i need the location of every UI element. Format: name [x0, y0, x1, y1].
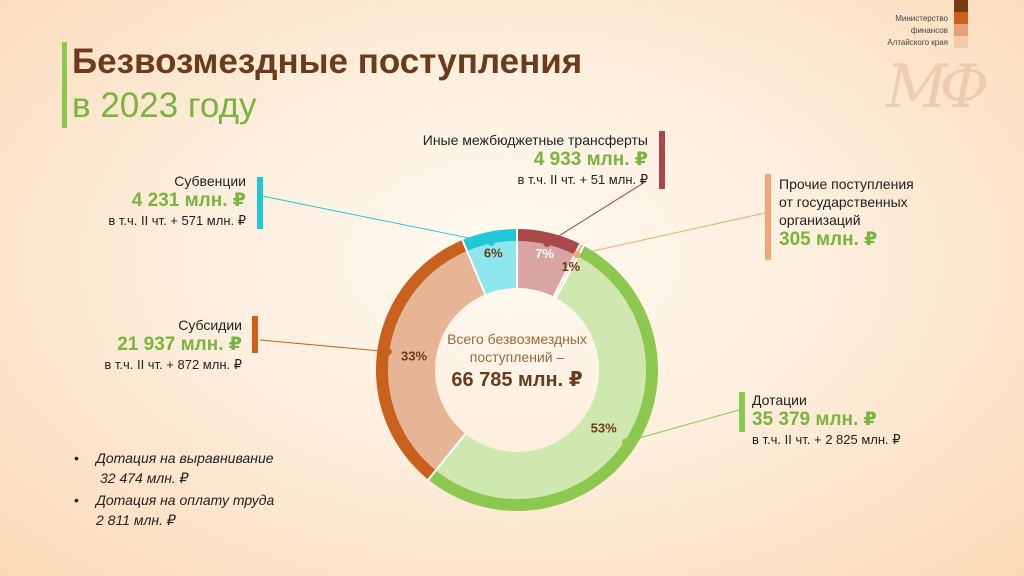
dotatsii-delta: в т.ч. II чт. + 2 825 млн. ₽ [752, 432, 901, 447]
ministry-line-2: финансов [910, 26, 948, 35]
segment-outer-dotatsii [428, 245, 658, 511]
inye-delta: в т.ч. II чт. + 51 млн. ₽ [517, 172, 648, 187]
ministry-logo-icon: МФ [886, 52, 989, 122]
callout-prochie: Прочие поступления от государственных ор… [779, 175, 914, 251]
connector-dot-subsidii [384, 348, 392, 356]
connector-dot-subventsii [487, 239, 495, 247]
note-oplata-truda: Дотация на оплату труда 2 811 млн. ₽ [72, 490, 274, 530]
percent-label-inye: 7% [535, 246, 554, 261]
subventsii-delta: в т.ч. II чт. + 571 млн. ₽ [108, 213, 246, 228]
prochie-name-line-3: организаций [779, 212, 861, 228]
segment-outer-subsidii [376, 240, 467, 480]
connector-dot-inye [543, 239, 551, 247]
percent-label-subventsii: 6% [484, 245, 503, 260]
dotatsii-accent-bar [739, 392, 745, 432]
segment-inner-prochie [553, 254, 579, 298]
subsidii-delta: в т.ч. II чт. + 872 млн. ₽ [104, 357, 242, 372]
note-oplata-truda-label: Дотация на оплату труда [96, 492, 275, 508]
segment-separator [461, 239, 487, 295]
segment-inner-subventsii [466, 241, 517, 295]
callout-dotatsii: Дотации 35 379 млн. ₽ в т.ч. II чт. + 2 … [752, 391, 901, 449]
chart-segments [376, 229, 658, 511]
prochie-accent-bar [765, 174, 771, 260]
note-vyravnivanie-value: 32 474 млн. ₽ [100, 470, 189, 486]
note-oplata-truda-value: 2 811 млн. ₽ [96, 512, 176, 528]
subsidii-accent-bar [252, 316, 258, 353]
total-value: 66 785 млн. ₽ [451, 369, 583, 391]
total-label: Всего безвозмездных поступлений – [447, 331, 587, 365]
segment-inner-dotatsii [435, 256, 647, 500]
subventsii-name: Субвенции [174, 173, 246, 189]
donut-center: Всего безвозмездных поступлений – 66 785… [437, 330, 597, 392]
dotatsii-breakdown: Дотация на выравнивание 32 474 млн. ₽ До… [72, 448, 274, 532]
prochie-name-line-1: Прочие поступления [779, 176, 914, 192]
percent-label-subsidii: 33% [401, 348, 427, 363]
inye-accent-bar [659, 131, 665, 189]
chart-connector-dots [384, 239, 629, 446]
chart-connectors [259, 181, 766, 443]
subventsii-accent-bar [257, 177, 263, 229]
chart-percent-labels: 7% 1% 53% 33% 6% [401, 245, 617, 435]
prochie-amount: 305 млн. ₽ [779, 229, 878, 250]
prochie-name-line-2: от государственных [779, 194, 908, 210]
inye-amount: 4 933 млн. ₽ [533, 149, 648, 170]
segment-inner-subsidii [388, 251, 486, 471]
callout-subsidii: Субсидии 21 937 млн. ₽ в т.ч. II чт. + 8… [104, 316, 242, 374]
connector-line-subventsii [261, 195, 492, 244]
percent-label-dotatsii: 53% [591, 421, 617, 436]
callout-inye: Иные межбюджетные трансферты 4 933 млн. … [423, 131, 648, 189]
connector-line-prochie [576, 212, 766, 256]
connector-line-inye [546, 181, 646, 244]
ministry-line-3: Алтайского края [887, 38, 948, 47]
page-title: Безвозмездные поступления [72, 42, 583, 81]
percent-label-prochie: 1% [561, 259, 580, 274]
subventsii-amount: 4 231 млн. ₽ [131, 190, 246, 211]
connector-dot-prochie [573, 251, 581, 259]
connector-line-dotatsii [625, 409, 740, 443]
inye-name: Иные межбюджетные трансферты [422, 132, 648, 148]
ministry-label: Министерство финансов Алтайского края [887, 13, 948, 49]
title-accent-bar [62, 42, 67, 128]
ministry-line-1: Министерство [895, 14, 948, 23]
brand-swatches [954, 0, 968, 48]
page-subtitle: в 2023 году [72, 86, 257, 125]
connector-dot-dotatsii [621, 438, 629, 446]
note-vyravnivanie: Дотация на выравнивание 32 474 млн. ₽ [72, 448, 274, 488]
connector-line-subsidii [259, 339, 389, 353]
segment-separator [427, 433, 467, 481]
subsidii-name: Субсидии [178, 317, 242, 333]
callout-subventsii: Субвенции 4 231 млн. ₽ в т.ч. II чт. + 5… [108, 172, 246, 230]
dotatsii-name: Дотации [752, 392, 807, 408]
subsidii-amount: 21 937 млн. ₽ [117, 334, 242, 355]
dotatsii-amount: 35 379 млн. ₽ [752, 409, 877, 430]
note-vyravnivanie-label: Дотация на выравнивание [96, 450, 274, 466]
